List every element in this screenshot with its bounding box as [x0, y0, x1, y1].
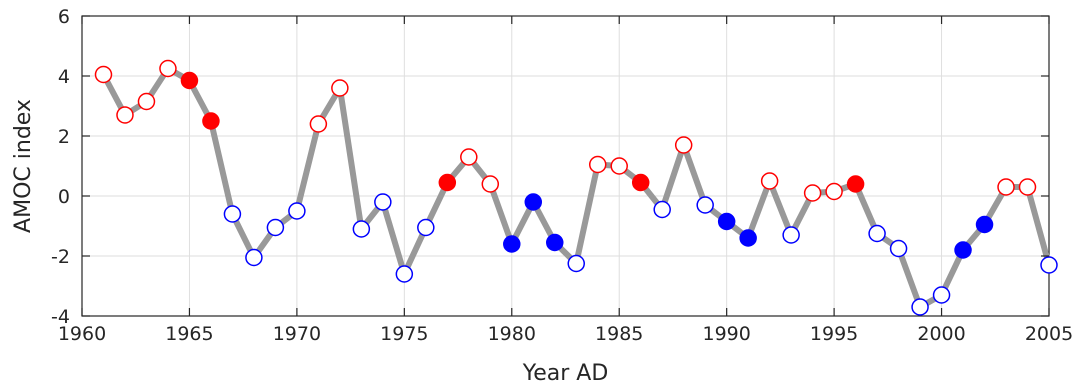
data-point	[546, 233, 564, 252]
data-point	[1040, 256, 1058, 274]
x-tick-label: 1980	[488, 323, 536, 345]
data-point	[395, 265, 414, 283]
data-point	[889, 239, 908, 258]
data-point	[954, 241, 972, 259]
data-point	[159, 59, 177, 78]
data-point	[739, 229, 757, 247]
data-point	[116, 106, 134, 124]
data-point	[202, 112, 220, 130]
data-point	[374, 193, 392, 211]
x-tick-label: 2005	[1025, 323, 1073, 345]
x-tick-label: 1970	[273, 323, 321, 345]
data-point	[868, 224, 886, 243]
data-point	[245, 248, 263, 267]
data-point	[932, 286, 951, 304]
data-point	[503, 235, 521, 253]
data-point	[1018, 178, 1037, 196]
data-point	[481, 175, 500, 193]
data-point	[460, 148, 478, 166]
data-point	[760, 172, 779, 190]
x-tick-label: 1985	[595, 323, 643, 345]
data-point	[911, 298, 929, 316]
plot-frame	[81, 15, 1050, 317]
data-point	[288, 202, 306, 220]
data-point	[997, 178, 1015, 196]
data-point	[782, 226, 800, 244]
y-axis-ticks: -4 -2 0 2 4 6	[51, 6, 1049, 328]
data-point	[417, 218, 435, 237]
data-point	[331, 79, 349, 97]
data-point	[94, 65, 113, 84]
data-point	[717, 212, 736, 231]
x-tick-label: 2000	[917, 323, 965, 345]
data-point	[696, 196, 714, 214]
data-point	[825, 182, 843, 201]
y-tick-label: 6	[58, 6, 70, 28]
data-point	[803, 184, 822, 202]
data-point	[610, 157, 628, 175]
y-tick-label: -2	[51, 246, 70, 268]
data-point	[567, 254, 585, 273]
data-point	[975, 215, 994, 234]
x-axis-ticks: 1960 1965 1970 1975 1980 1985 1990 1995 2000 2005	[58, 16, 1073, 345]
data-point	[674, 136, 693, 154]
data-point	[524, 193, 543, 211]
data-point	[653, 200, 671, 219]
x-tick-label: 1975	[380, 323, 428, 345]
data-point	[588, 155, 607, 174]
x-tick-label: 1965	[165, 323, 213, 345]
data-point	[266, 218, 285, 237]
y-axis-label: AMOC index	[11, 99, 36, 233]
data-point	[846, 175, 865, 193]
y-tick-label: 0	[58, 186, 70, 208]
y-tick-label: 2	[58, 126, 70, 148]
data-point	[631, 173, 650, 192]
data-point	[352, 220, 371, 238]
x-tick-label: 1995	[810, 323, 858, 345]
y-tick-label: 4	[58, 66, 70, 88]
data-point	[438, 173, 457, 192]
x-axis-label: Year AD	[522, 361, 609, 386]
data-point	[137, 92, 156, 111]
data-point	[180, 71, 199, 90]
data-point	[223, 205, 242, 223]
y-tick-label: -4	[51, 306, 70, 328]
data-markers	[94, 59, 1058, 316]
x-tick-label: 1990	[702, 323, 750, 345]
x-tick-label: 1960	[58, 323, 106, 345]
data-point	[309, 115, 328, 133]
